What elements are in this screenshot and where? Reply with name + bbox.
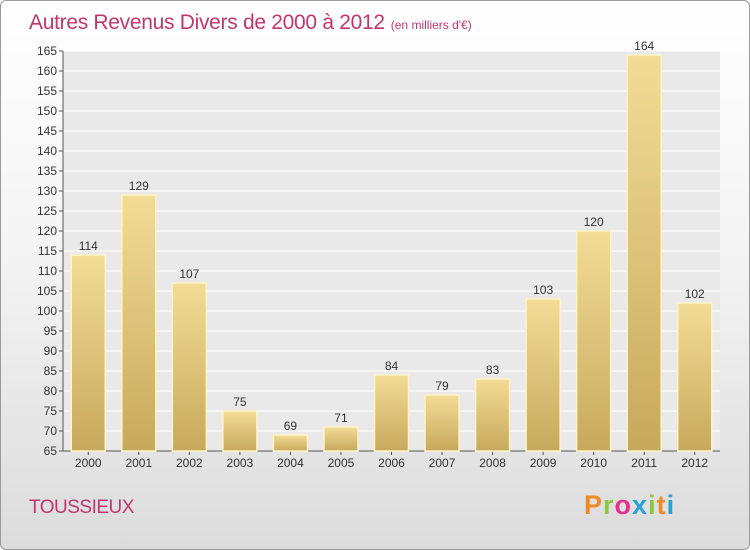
y-tick-label: 150: [37, 104, 57, 118]
logo-letter: r: [603, 490, 615, 520]
x-tick-label-2005: 2005: [328, 456, 355, 470]
data-label-2010: 120: [584, 215, 604, 229]
x-tick-label-2002: 2002: [176, 456, 203, 470]
data-label-2011: 164: [634, 39, 654, 53]
x-tick-label-2004: 2004: [277, 456, 304, 470]
data-label-2009: 103: [533, 283, 553, 297]
logo-letter: P: [584, 490, 604, 520]
city-name: TOUSSIEUX: [29, 497, 134, 518]
data-label-2005: 71: [334, 411, 348, 425]
y-tick-label: 145: [37, 124, 57, 138]
logo-letter: x: [632, 490, 649, 520]
data-label-2012: 102: [685, 287, 705, 301]
data-label-2002: 107: [179, 267, 199, 281]
proxiti-logo[interactable]: Proxiti: [584, 490, 675, 521]
y-tick-label: 165: [37, 44, 57, 58]
y-tick-label: 65: [44, 444, 58, 458]
bar-2008: [474, 378, 511, 452]
x-tick-label-2000: 2000: [75, 456, 102, 470]
y-tick-label: 140: [37, 144, 57, 158]
data-label-2000: 114: [79, 239, 98, 253]
y-tick-label: 90: [44, 344, 58, 358]
y-tick-label: 130: [37, 184, 57, 198]
x-tick-label-2010: 2010: [580, 456, 607, 470]
bar-2001: [121, 194, 157, 452]
x-tick-label-2006: 2006: [378, 456, 405, 470]
chart-title-text: Autres Revenus Divers de 2000 à 2012: [29, 11, 385, 34]
y-tick-label: 95: [44, 324, 58, 338]
logo-letter: t: [656, 490, 667, 520]
data-label-2008: 83: [486, 363, 500, 377]
bar-2005: [323, 426, 359, 452]
y-tick-label: 120: [37, 224, 57, 238]
bar-2006: [373, 374, 410, 452]
data-label-2001: 129: [129, 179, 149, 193]
chart-title: Autres Revenus Divers de 2000 à 2012 (en …: [29, 11, 472, 35]
bar-2009: [525, 298, 561, 452]
y-tick-label: 155: [37, 84, 57, 98]
x-tick-label-2009: 2009: [530, 456, 557, 470]
bar-2003: [222, 410, 258, 452]
y-tick-label: 160: [37, 64, 57, 78]
logo-letter: i: [648, 490, 657, 520]
y-tick-label: 100: [37, 304, 57, 318]
logo-letter: o: [614, 490, 633, 520]
y-tick-label: 110: [38, 264, 57, 278]
y-tick-label: 105: [37, 284, 57, 298]
data-label-2006: 84: [385, 359, 399, 373]
bar-2004: [272, 434, 309, 452]
x-tick-label-2007: 2007: [429, 456, 456, 470]
y-tick-label: 135: [37, 164, 57, 178]
y-tick-label: 85: [44, 364, 58, 378]
data-label-2003: 75: [233, 395, 247, 409]
y-tick-label: 125: [37, 204, 57, 218]
bar-2012: [676, 302, 713, 452]
bar-2011: [626, 54, 662, 452]
x-tick-label-2003: 2003: [227, 456, 254, 470]
chart-title-unit: (en milliers d'€): [390, 18, 472, 32]
y-tick-label: 75: [44, 404, 58, 418]
logo-letter: i: [666, 490, 676, 520]
bar-2007: [424, 394, 460, 452]
y-tick-label: 115: [38, 244, 57, 258]
bars: [70, 54, 713, 452]
x-tick-label-2001: 2001: [125, 456, 152, 470]
y-tick-label: 80: [44, 384, 58, 398]
x-tick-label-2012: 2012: [681, 456, 708, 470]
data-label-2004: 69: [284, 419, 298, 433]
bar-2002: [171, 282, 208, 452]
x-tick-label-2011: 2011: [631, 456, 657, 470]
bar-2000: [70, 254, 107, 452]
data-label-2007: 79: [435, 379, 449, 393]
bar-2010: [575, 230, 612, 452]
x-tick-label-2008: 2008: [479, 456, 506, 470]
labels: 65 70 75 80 85 90 95 100 105 110 115 120 125 130 135 14…: [37, 39, 708, 470]
y-tick-label: 70: [44, 424, 58, 438]
